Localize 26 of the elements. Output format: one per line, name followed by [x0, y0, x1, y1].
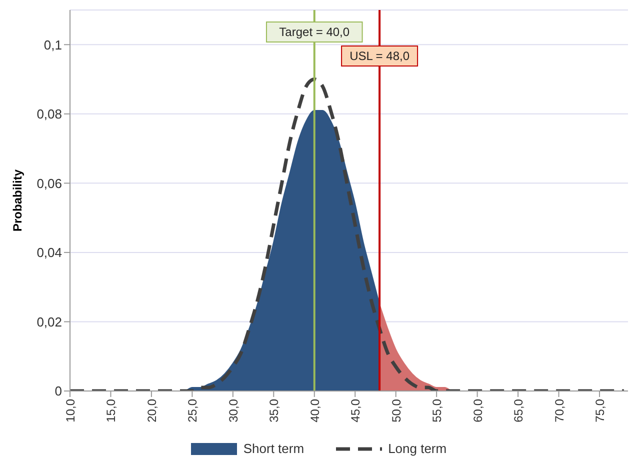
x-tick-label: 60,0 [470, 398, 485, 422]
x-tick-label: 75,0 [593, 398, 608, 422]
y-tick-label: 0,06 [36, 176, 62, 191]
x-tick-label: 50,0 [389, 398, 404, 422]
line-series [70, 78, 626, 391]
y-tick-label: 0,02 [36, 314, 62, 330]
x-tick-label: 35,0 [267, 398, 282, 422]
y-tick-label: 0,04 [36, 245, 62, 260]
x-tick-label: 70,0 [552, 398, 566, 422]
y-axis-title: Probability [10, 169, 24, 232]
x-tick-label: 20,0 [144, 398, 159, 422]
x-tick-label: 55,0 [430, 398, 444, 422]
y-tick-label: 0,08 [36, 106, 62, 122]
y-tick-label: 0,1 [44, 37, 62, 52]
x-tick-label: 30,0 [226, 398, 240, 422]
x-tick-label: 65,0 [512, 398, 526, 422]
legend-label: Short term [242, 441, 304, 456]
ref-line-label: USL = 48,0 [350, 49, 410, 63]
x-tick-label: 45,0 [348, 398, 363, 422]
x-tick-label: 15,0 [104, 398, 118, 422]
x-tick-label: 40,0 [308, 398, 322, 422]
legend-label: Long term [387, 441, 447, 456]
x-tick-label: 10,0 [64, 398, 78, 422]
ref-line-label: Target = 40,0 [279, 25, 350, 39]
x-tick-label: 25,0 [186, 398, 200, 422]
y-tick-label: 0 [54, 384, 62, 399]
